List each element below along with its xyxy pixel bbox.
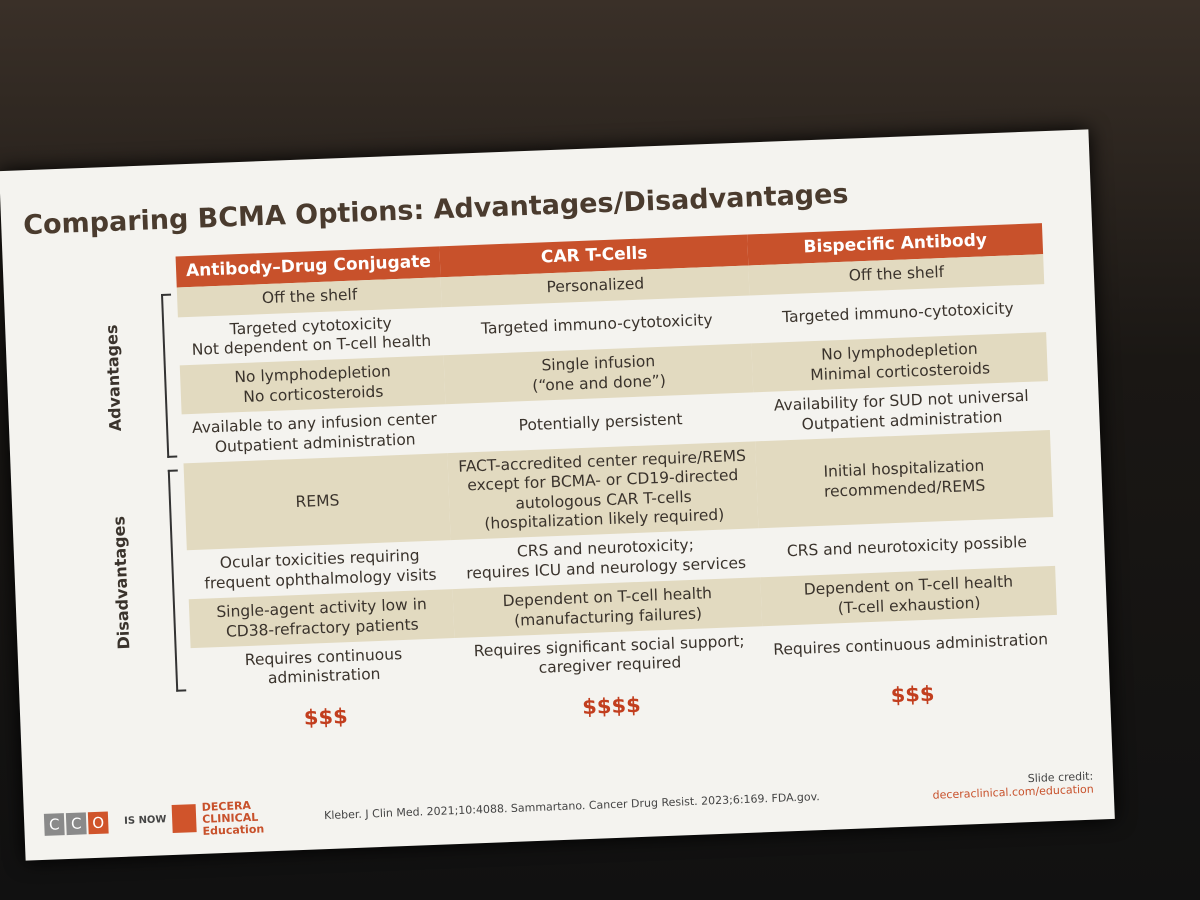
cell-line: Requires continuous administration <box>772 629 1049 659</box>
cell-line: Targeted immuno-cytotoxicity <box>781 299 1015 327</box>
cco-letter: C <box>65 812 87 836</box>
cell-line: Targeted immuno-cytotoxicity <box>480 311 713 339</box>
bracket <box>168 469 187 692</box>
table-cell: REMS <box>183 453 452 551</box>
cell-line: CRS and neurotoxicity possible <box>786 533 1028 561</box>
blank-cell <box>60 697 195 745</box>
slide-title: Comparing BCMA Options: Advantages/Disad… <box>22 178 849 242</box>
group-label: Advantages <box>101 324 125 432</box>
group-label-cell: Advantages <box>44 288 184 469</box>
cco-letter: C <box>43 813 65 836</box>
decera-icon <box>171 804 197 834</box>
table-cell: FACT-accredited center require/REMS excep… <box>447 441 759 541</box>
bracket <box>161 293 178 458</box>
group-label-cell: Disadvantages <box>51 463 193 702</box>
cco-letter: O <box>87 811 109 835</box>
cost: $$$ <box>303 703 349 730</box>
decera-brand: DECERA CLINICAL Education <box>201 799 265 838</box>
is-now: IS NOW <box>123 814 167 827</box>
slide: Comparing BCMA Options: Advantages/Disad… <box>0 129 1115 861</box>
cell-line: Potentially persistent <box>518 409 683 435</box>
table-cell: Initial hospitalization recommended/REMS <box>755 429 1054 529</box>
credit: Slide credit: deceraclinical.com/educati… <box>932 770 1094 802</box>
cell-line: REMS <box>295 491 340 511</box>
group-label: Disadvantages <box>109 515 134 650</box>
comparison-table: Antibody–Drug Conjugate CAR T-Cells Bispec… <box>43 223 1061 745</box>
cell-line: Off the shelf <box>261 285 358 308</box>
blank-header <box>43 256 178 292</box>
citation: Kleber. J Clin Med. 2021;10:4088. Sammar… <box>323 790 821 823</box>
brand-line: Education <box>202 822 265 838</box>
